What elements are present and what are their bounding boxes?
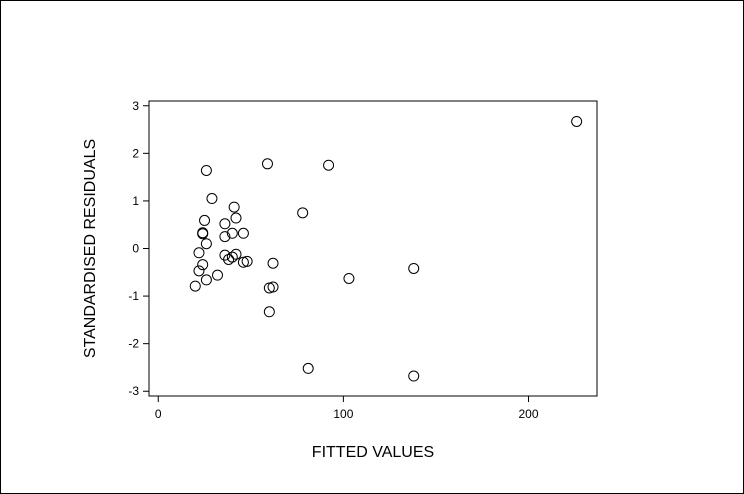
data-point <box>408 370 420 382</box>
data-point <box>219 231 231 243</box>
data-point <box>302 362 314 374</box>
data-point <box>193 265 205 277</box>
data-point <box>197 259 209 271</box>
data-point <box>297 207 309 219</box>
y-tick-label: 1 <box>132 194 139 208</box>
data-point <box>226 227 238 239</box>
data-point <box>226 251 238 263</box>
data-point <box>197 227 209 239</box>
data-point <box>211 269 223 281</box>
data-point <box>343 272 355 284</box>
data-point <box>571 115 583 127</box>
y-axis: -3 -2 -1 0 1 2 3 <box>128 99 149 398</box>
x-tick-label: 0 <box>155 407 162 421</box>
data-point <box>200 164 212 176</box>
data-point <box>223 253 235 265</box>
y-tick-label: 3 <box>132 99 139 113</box>
data-point <box>200 274 212 286</box>
data-point <box>219 218 231 230</box>
data-point <box>219 249 231 261</box>
x-tick-label: 200 <box>518 407 538 421</box>
data-point <box>237 227 249 239</box>
y-tick-label: -2 <box>128 337 139 351</box>
data-point <box>408 262 420 274</box>
data-point <box>263 306 275 318</box>
x-axis: 0 100 200 <box>155 396 539 421</box>
data-point <box>189 280 201 292</box>
x-axis-title: FITTED VALUES <box>312 444 434 461</box>
data-point <box>206 193 218 205</box>
data-point <box>200 238 212 250</box>
y-axis-title: STANDARDISED RESIDUALS <box>82 139 99 358</box>
y-tick-label: 2 <box>132 146 139 160</box>
data-point <box>267 281 279 293</box>
x-tick-label: 100 <box>333 407 353 421</box>
data-points <box>189 115 583 382</box>
data-point <box>323 159 335 171</box>
plot-area-border <box>148 100 598 397</box>
data-point <box>197 228 209 240</box>
data-point <box>230 248 242 260</box>
data-point <box>267 257 279 269</box>
data-point <box>199 214 211 226</box>
y-tick-label: -3 <box>128 384 139 398</box>
data-point <box>230 212 242 224</box>
y-tick-label: 0 <box>132 242 139 256</box>
data-point <box>228 201 240 213</box>
data-point <box>261 158 273 170</box>
data-point <box>237 256 249 268</box>
data-point <box>263 282 275 294</box>
data-point <box>193 247 205 259</box>
y-tick-label: -1 <box>128 289 139 303</box>
data-point <box>241 255 253 267</box>
